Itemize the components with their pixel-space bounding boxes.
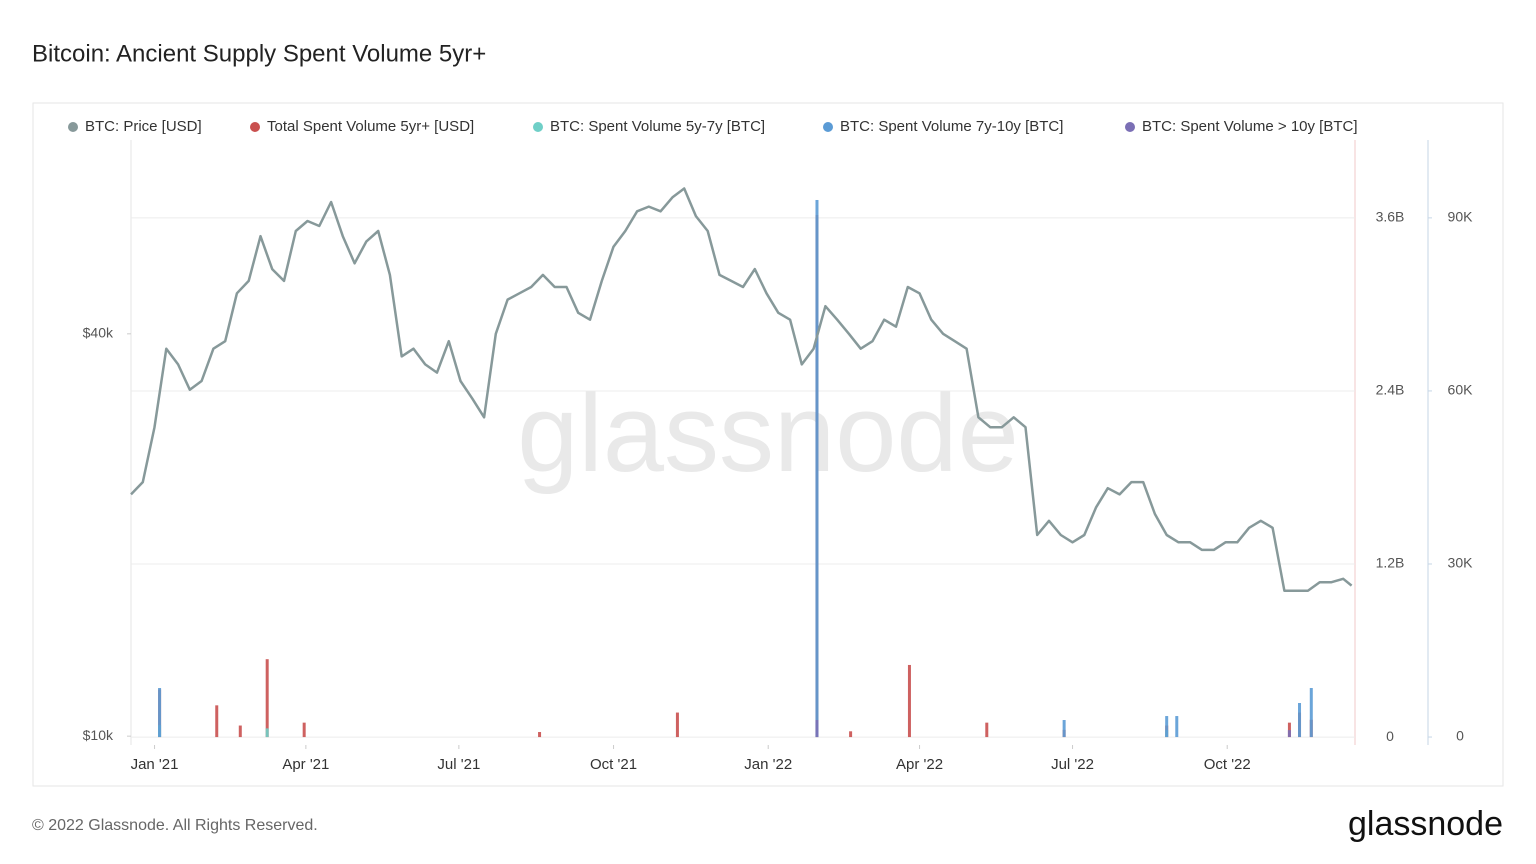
- volume-bar: [1175, 716, 1179, 738]
- logo: glassnode: [1348, 805, 1503, 843]
- x-tick-label: Jul '21: [437, 756, 480, 773]
- volume-bar: [815, 720, 819, 738]
- volume-bar: [1309, 688, 1313, 738]
- y2-tick-label: 2.4B: [1376, 382, 1405, 398]
- legend-label: BTC: Spent Volume 7y-10y [BTC]: [840, 118, 1063, 135]
- volume-bar: [907, 664, 911, 738]
- y2-tick-label: 3.6B: [1376, 209, 1405, 225]
- y2-tick-label: 0: [1386, 728, 1394, 744]
- volume-bar: [265, 728, 269, 738]
- legend-marker: [533, 122, 543, 132]
- legend-marker: [68, 122, 78, 132]
- chart-title: Bitcoin: Ancient Supply Spent Volume 5yr…: [32, 40, 486, 67]
- legend-marker: [823, 122, 833, 132]
- watermark: glassnode: [517, 372, 1019, 495]
- volume-bar: [1298, 703, 1302, 738]
- y-tick-label: $10k: [83, 727, 114, 743]
- y2-tick-label: 1.2B: [1376, 555, 1405, 571]
- volume-bar: [215, 705, 219, 738]
- x-tick-label: Jan '22: [744, 756, 792, 773]
- x-tick-label: Oct '22: [1204, 756, 1251, 773]
- y3-tick-label: 0: [1456, 728, 1464, 744]
- chart-frame: [32, 102, 1504, 787]
- volume-bar: [265, 659, 269, 738]
- volume-bar: [675, 712, 679, 738]
- x-tick-label: Jul '22: [1051, 756, 1094, 773]
- volume-bar: [1062, 720, 1066, 738]
- volume-bar: [238, 725, 242, 738]
- volume-bar: [849, 731, 853, 738]
- volume-bar: [1165, 716, 1169, 738]
- volume-bar: [302, 722, 306, 738]
- price-line: [130, 187, 1353, 593]
- legend-marker: [1125, 122, 1135, 132]
- y3-tick-label: 60K: [1448, 382, 1474, 398]
- volume-bar: [985, 722, 989, 738]
- volume-bar: [538, 732, 542, 738]
- x-tick-label: Jan '21: [131, 756, 179, 773]
- legend-marker: [250, 122, 260, 132]
- volume-bar: [815, 199, 819, 738]
- x-tick-label: Oct '21: [590, 756, 637, 773]
- legend-label: BTC: Price [USD]: [85, 118, 202, 135]
- legend-label: BTC: Spent Volume > 10y [BTC]: [1142, 118, 1358, 135]
- y-tick-label: $40k: [83, 325, 114, 341]
- volume-bar: [1287, 722, 1291, 738]
- x-tick-label: Apr '22: [896, 756, 943, 773]
- legend-label: BTC: Spent Volume 5y-7y [BTC]: [550, 118, 765, 135]
- legend-label: Total Spent Volume 5yr+ [USD]: [267, 118, 474, 135]
- footer: © 2022 Glassnode. All Rights Reserved.: [32, 817, 318, 834]
- y3-tick-label: 30K: [1448, 555, 1474, 571]
- volume-bar: [158, 688, 162, 738]
- volume-bar: [1287, 730, 1291, 738]
- x-tick-label: Apr '21: [282, 756, 329, 773]
- y3-tick-label: 90K: [1448, 209, 1474, 225]
